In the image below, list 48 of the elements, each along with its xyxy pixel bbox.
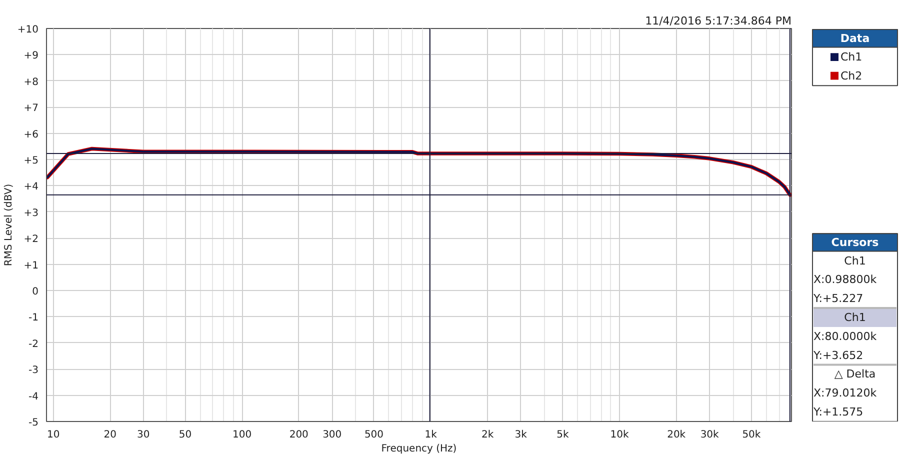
y-tick-label: -5 <box>28 418 39 428</box>
x-tick-label: 5k <box>556 430 570 440</box>
x-axis-title: Frequency (Hz) <box>381 444 457 454</box>
x-tick-label: 30k <box>700 430 720 440</box>
y-tick-label: -4 <box>28 391 39 402</box>
text: Y:+3.652 <box>812 348 864 362</box>
text: Ch1 <box>844 254 866 268</box>
x-tick-label: 50 <box>178 430 192 440</box>
x-tick-label: 500 <box>364 430 384 440</box>
y-tick-label: +3 <box>24 208 39 219</box>
legend-label: Ch1 <box>840 50 862 64</box>
x-tick-label: 1k <box>424 430 438 440</box>
y-tick-label: +7 <box>24 103 39 114</box>
text: 11/4/2016 5:17:34.864 PM <box>645 14 792 28</box>
x-tick-label: 30 <box>137 430 150 440</box>
y-tick-label: +5 <box>24 156 39 166</box>
x-tick-label: 2k <box>482 430 494 440</box>
y-tick-label: +8 <box>24 76 39 88</box>
y-tick-label: +4 <box>24 182 39 193</box>
x-tick-label: 100 <box>232 430 252 440</box>
y-tick-label: -3 <box>28 365 39 376</box>
y-tick-label: -2 <box>28 338 39 350</box>
y-tick-label: +9 <box>24 50 39 62</box>
text: Ch1 <box>844 310 866 324</box>
y-tick-label: -1 <box>28 312 39 324</box>
legend-title: Data <box>840 32 870 45</box>
y-tick-label: +1 <box>24 260 39 272</box>
y-tick-label: 0 <box>32 286 39 298</box>
text: Y:+1.575 <box>812 406 864 419</box>
y-tick-label: +2 <box>24 234 39 246</box>
x-tick-label: 200 <box>289 430 308 440</box>
text: Y:+5.227 <box>812 292 864 306</box>
x-tick-label: 20k <box>667 430 686 440</box>
text: X:79.0120k <box>814 386 878 400</box>
x-tick-label: 20 <box>104 430 117 440</box>
x-tick-label: 3k <box>514 430 528 440</box>
text: X:0.98800k <box>814 273 878 286</box>
y-tick-label: +6 <box>24 129 39 140</box>
x-tick-label: 10 <box>46 430 60 440</box>
x-tick-label: 50k <box>742 430 761 440</box>
x-tick-label: 300 <box>322 430 342 440</box>
text: △ Delta <box>834 368 876 381</box>
text: X:80.0000k <box>814 330 878 343</box>
text: Cursors <box>831 236 880 249</box>
y-tick-label: +10 <box>17 24 39 36</box>
x-tick-label: 10k <box>610 430 629 440</box>
legend-label: Ch2 <box>840 69 862 82</box>
y-axis-title: RMS Level (dBV) <box>3 184 14 266</box>
